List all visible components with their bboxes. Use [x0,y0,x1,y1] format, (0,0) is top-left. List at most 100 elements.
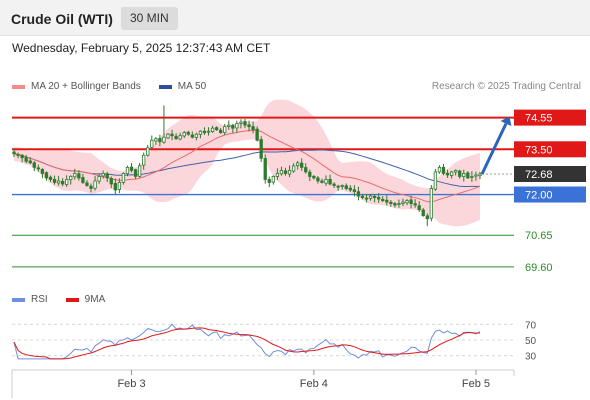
candle-body [137,165,142,177]
candle-body [125,166,130,175]
rsi-9ma-line [13,327,481,360]
candle-body [393,203,397,206]
legend-item-ma20: MA 20 + Bollinger Bands [12,81,141,92]
candle-body [121,173,126,183]
candle-body [239,121,243,124]
candle-body [441,166,446,174]
candle-body [178,135,182,140]
candle-body [308,171,312,177]
legend-label-ma20: MA 20 + Bollinger Bands [31,81,141,92]
candle-body [194,133,199,138]
candle-body [214,127,219,131]
candle-body [231,124,235,129]
candle-body [336,185,340,188]
timeframe-badge[interactable]: 30 MIN [121,7,178,30]
candle-body [405,200,409,204]
candle-body [20,154,24,159]
candle-body [202,130,207,134]
candle-body [170,133,174,137]
candle-body [36,167,40,170]
level-label-box [514,141,586,158]
candle-body [113,183,117,191]
candle-body [89,185,93,189]
candle-body [182,132,186,137]
candle-body [320,180,324,183]
rsi-tick-label: 50 [525,336,537,347]
candle-body [389,201,393,204]
legend-item-rsi: RSI [12,294,48,305]
candle-body [81,177,85,183]
legend-label-ma50: MA 50 [177,81,207,92]
candle-body [142,154,146,166]
candle-body [166,133,170,139]
legend-label-rsi: RSI [31,294,48,305]
candle-body [458,170,462,177]
candle-body [348,187,352,191]
candle-body [295,162,300,167]
copyright-text: Research © 2025 Trading Central [431,81,581,92]
date-time: Wednesday, February 5, 2025 12:37:43 AM … [12,41,271,55]
rsi-tick-label: 70 [525,320,537,331]
candle-body [466,172,470,179]
projection-arrow [480,122,508,175]
legend-item-ma50: MA 50 [158,81,207,92]
candle-body [304,167,308,173]
candle-body [421,209,425,217]
candle-body [352,189,357,192]
legend-swatch-ma50 [158,84,172,89]
level-label: 69.60 [525,262,553,274]
candle-body [93,180,97,189]
candle-body [372,195,377,198]
candle-body [413,203,417,206]
candle-body [263,158,267,180]
candle-body [16,153,20,156]
candle-body [462,173,466,177]
candle-body [109,178,113,185]
candle-body [97,176,101,182]
candle-body [219,129,223,134]
level-label-box [514,109,586,126]
x-tick-label: Feb 3 [117,378,145,390]
candle-body [69,176,73,181]
candle-body [478,173,482,177]
candle-body [267,179,271,183]
legend-swatch-9ma [65,297,79,302]
candle-body [158,138,162,143]
candle-body [300,162,304,168]
candle-body [449,171,454,176]
level-label-box [514,166,586,183]
candle-body [85,182,89,186]
level-label: 70.65 [525,230,553,242]
candle-body [474,174,478,177]
candle-body [425,215,429,220]
x-tick-label: Feb 4 [300,378,328,390]
candle-body [73,173,77,178]
candle-body [251,126,255,131]
candle-body [271,176,275,183]
candle-body [470,176,474,178]
candle-body [381,198,385,201]
candle-body [283,170,288,174]
candle-body [291,165,296,172]
level-label: 74.55 [525,113,553,125]
candle-body [56,180,61,184]
candle-body [154,138,158,142]
candle-body [210,127,215,132]
legend-label-9ma: 9MA [84,294,106,305]
candle-body [259,139,263,159]
candle-body [101,173,105,177]
candle-body [316,177,320,182]
projection-arrow-head [500,116,512,127]
candle-body [65,179,69,185]
candle-body [146,147,150,156]
candle-body [52,178,57,183]
candle-body [243,121,247,126]
candle-body [433,171,438,190]
candle-body [117,182,122,190]
candle-body [40,168,45,174]
candle-body [198,130,203,135]
candle-body [429,188,434,219]
candle-body [344,185,348,189]
candle-body [409,199,413,204]
